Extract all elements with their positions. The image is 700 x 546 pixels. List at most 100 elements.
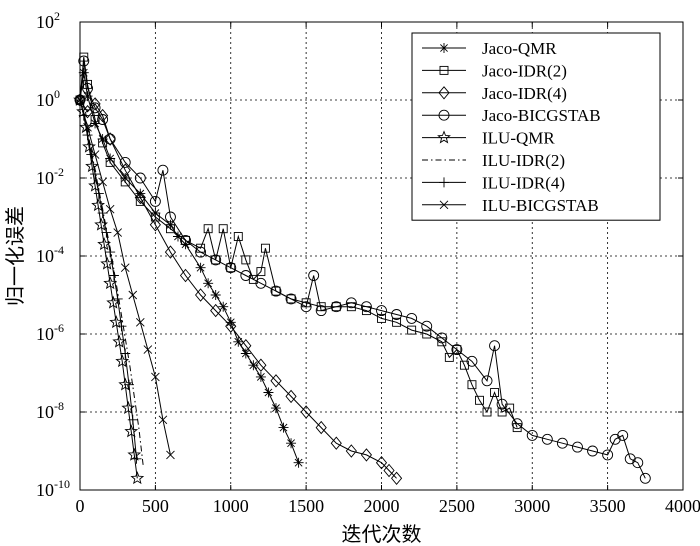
data-point — [135, 188, 146, 199]
legend-label: ILU-QMR — [482, 129, 555, 148]
data-point — [164, 245, 177, 259]
data-point — [233, 336, 244, 347]
data-point — [255, 371, 266, 382]
data-point — [482, 407, 492, 417]
data-point — [90, 115, 100, 124]
x-tick-label: 3000 — [514, 496, 550, 516]
series-jaco-idr-4- — [74, 93, 403, 486]
data-point — [255, 277, 267, 289]
y-tick-exponent: -6 — [54, 321, 64, 335]
data-point — [90, 169, 101, 180]
data-point — [240, 348, 251, 359]
legend-marker — [439, 177, 449, 188]
data-point — [391, 309, 403, 320]
data-point — [587, 445, 598, 457]
data-point — [181, 235, 190, 245]
data-point — [115, 354, 130, 368]
data-point — [444, 352, 454, 362]
tick-labels: 0 500 1000 1500 2000 2500 3000 3500 400010210010… — [36, 9, 700, 516]
data-point — [203, 278, 214, 289]
data-point — [131, 453, 142, 464]
data-point — [407, 325, 417, 335]
data-point — [82, 139, 96, 153]
data-point — [82, 82, 93, 94]
data-point — [105, 157, 115, 167]
legend-item: Jaco-BICGSTAB — [422, 106, 601, 125]
data-point — [526, 429, 538, 441]
data-point — [120, 348, 131, 359]
data-point — [123, 379, 134, 390]
y-tick-exponent: 0 — [54, 87, 60, 101]
data-point — [383, 463, 395, 478]
data-point — [135, 317, 145, 327]
legend-marker — [438, 86, 450, 100]
data-point — [180, 234, 191, 246]
data-point — [422, 329, 432, 339]
data-point — [225, 317, 236, 328]
data-point — [211, 255, 221, 265]
legend-item: ILU-IDR(2) — [422, 151, 565, 170]
data-point — [260, 243, 270, 253]
y-tick-label: 10-10 — [36, 477, 70, 500]
series-jaco-bicgstab — [74, 55, 651, 484]
data-point — [315, 420, 327, 435]
data-point — [119, 163, 131, 177]
y-tick-base: 10 — [36, 90, 54, 110]
legend-label: Jaco-IDR(4) — [482, 84, 567, 103]
x-tick-label: 1500 — [288, 496, 324, 516]
data-point — [572, 441, 583, 453]
data-point — [119, 156, 131, 168]
data-point — [101, 227, 112, 238]
legend-item: ILU-IDR(4) — [422, 173, 565, 192]
data-point — [82, 91, 93, 102]
data-point — [210, 290, 221, 300]
data-point — [78, 67, 89, 78]
data-point — [345, 297, 357, 309]
data-point — [134, 172, 146, 184]
y-tick-exponent: -8 — [54, 399, 64, 413]
data-point — [134, 190, 146, 205]
data-point — [97, 208, 108, 219]
data-point — [149, 218, 161, 232]
legend-marker — [437, 130, 451, 144]
data-point — [293, 457, 304, 468]
data-point — [105, 247, 116, 258]
data-point — [300, 405, 312, 419]
y-tick-base: 10 — [36, 12, 54, 32]
y-tick-exponent: -4 — [54, 243, 64, 257]
axis-ticks — [79, 21, 684, 491]
data-point — [481, 375, 493, 387]
data-point — [149, 195, 161, 207]
x-tick-label: 500 — [142, 496, 169, 516]
data-point — [390, 471, 403, 486]
data-point — [151, 372, 160, 382]
legend-marker — [438, 109, 450, 121]
data-point — [195, 288, 207, 302]
data-point — [98, 177, 107, 187]
data-point — [240, 270, 252, 281]
data-point — [116, 321, 127, 332]
data-point — [195, 262, 206, 273]
data-point — [90, 150, 100, 159]
legend-item: Jaco-IDR(2) — [422, 61, 567, 80]
data-point — [172, 231, 183, 242]
data-point — [360, 301, 372, 313]
y-tick-label: 10-6 — [36, 321, 64, 344]
legend-label: ILU-IDR(2) — [482, 151, 565, 170]
data-point — [157, 164, 169, 176]
y-tick-label: 10-4 — [36, 243, 64, 266]
data-point — [360, 448, 373, 462]
legend-item: ILU-QMR — [422, 129, 555, 148]
legend-label: ILU-BICGSTAB — [482, 196, 599, 215]
data-point — [130, 471, 145, 485]
series-ilu-idr-4- — [75, 95, 142, 464]
y-tick-base: 10 — [36, 480, 54, 500]
data-point — [158, 415, 168, 425]
data-point — [112, 293, 123, 304]
data-point — [225, 262, 237, 274]
data-point — [639, 472, 651, 484]
data-point — [83, 122, 92, 132]
y-tick-base: 10 — [36, 402, 54, 422]
data-point — [556, 437, 568, 449]
legend-label: Jaco-QMR — [482, 39, 557, 58]
